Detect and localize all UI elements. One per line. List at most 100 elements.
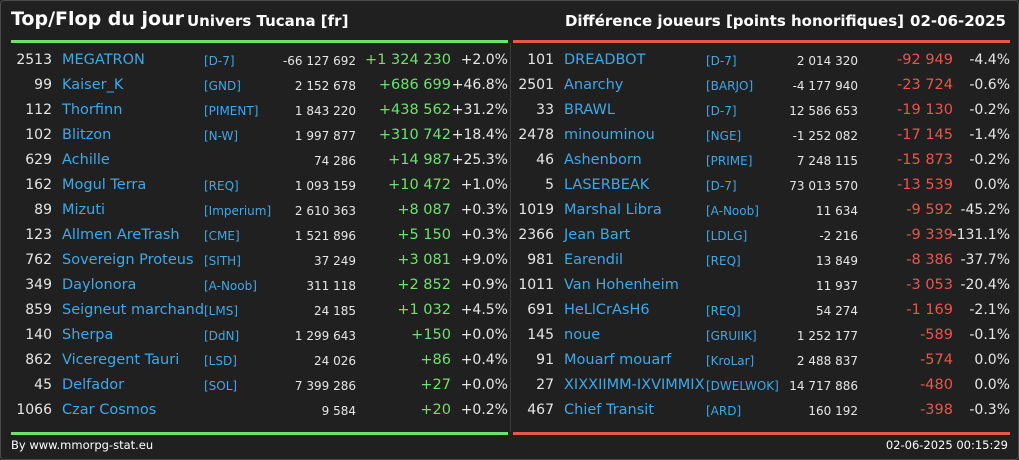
player-points: 7 399 286: [294, 379, 356, 393]
player-name-link[interactable]: Viceregent Tauri: [62, 352, 180, 368]
table-row: 140 Sherpa [DdN] 1 299 643 +150 +0.0%: [11, 323, 508, 348]
table-row: 2366 Jean Bart [LDLG] -2 216 -9 339 -131.1%: [513, 223, 1010, 248]
player-rank: 89: [34, 202, 52, 218]
player-name-link[interactable]: Kaiser_K: [62, 77, 124, 93]
percent-change: -0.2%: [969, 152, 1010, 168]
column-divider: [510, 43, 511, 432]
alliance-tag-link[interactable]: [GND]: [204, 79, 241, 93]
header-date: 02-06-2025: [910, 12, 1006, 30]
player-name-link[interactable]: Blitzon: [62, 127, 112, 143]
player-name-link[interactable]: DREADBOT: [564, 52, 646, 68]
player-points: 2 488 837: [796, 354, 858, 368]
table-row: 981 Earendil [REQ] 13 849 -8 386 -37.7%: [513, 248, 1010, 273]
alliance-tag-link[interactable]: [LMS]: [204, 304, 239, 318]
points-difference: +2 852: [397, 277, 451, 293]
percent-change: +0.0%: [460, 327, 508, 343]
points-difference: +1 324 230: [365, 52, 451, 68]
alliance-tag-link[interactable]: [GRUIIK]: [706, 329, 757, 343]
table-row: 1066 Czar Cosmos 9 584 +20 +0.2%: [11, 398, 508, 423]
alliance-tag-link[interactable]: [BARJO]: [706, 79, 754, 93]
points-difference: +14 987: [388, 152, 451, 168]
percent-change: +1.0%: [460, 177, 508, 193]
player-name-link[interactable]: Jean Bart: [564, 227, 631, 243]
top-accent-bar: [11, 40, 508, 43]
alliance-tag-link[interactable]: [D-7]: [204, 54, 235, 68]
player-name-link[interactable]: Czar Cosmos: [62, 402, 157, 418]
alliance-tag-link[interactable]: [A-Noob]: [706, 204, 759, 218]
player-name-link[interactable]: Achille: [62, 152, 110, 168]
alliance-tag-link[interactable]: [NGE]: [706, 129, 742, 143]
player-rank: 1066: [16, 402, 52, 418]
player-name-link[interactable]: Delfador: [62, 377, 125, 393]
alliance-tag-link[interactable]: [REQ]: [204, 179, 239, 193]
table-row: 162 Mogul Terra [REQ] 1 093 159 +10 472 +1.0%: [11, 173, 508, 198]
alliance-tag-link[interactable]: [LDLG]: [706, 229, 748, 243]
player-rank: 1019: [518, 202, 554, 218]
player-name-link[interactable]: Daylonora: [62, 277, 137, 293]
points-difference: +27: [420, 377, 451, 393]
alliance-tag-link[interactable]: [D-7]: [706, 179, 737, 193]
alliance-tag-link[interactable]: [PIMENT]: [204, 104, 259, 118]
table-row: 123 Allmen AreTrash [CME] 1 521 896 +5 150 +0…: [11, 223, 508, 248]
player-name-link[interactable]: noue: [564, 327, 601, 343]
alliance-tag-link[interactable]: [N-W]: [204, 129, 239, 143]
player-name-link[interactable]: Thorfinn: [62, 102, 123, 118]
alliance-tag-link[interactable]: [PRIME]: [706, 154, 753, 168]
player-rank: 101: [527, 52, 554, 68]
player-points: 14 717 886: [789, 379, 858, 393]
player-points: 1 997 877: [294, 129, 356, 143]
alliance-tag-link[interactable]: [DWELWOK]: [706, 379, 779, 393]
points-difference: +86: [420, 352, 451, 368]
alliance-tag-link[interactable]: [LSD]: [204, 354, 237, 368]
percent-change: -131.1%: [951, 227, 1010, 243]
player-name-link[interactable]: Allmen AreTrash: [62, 227, 180, 243]
table-row: 91 Mouarf mouarf [KroLar] 2 488 837 -574 0.0%: [513, 348, 1010, 373]
points-difference: +5 150: [397, 227, 451, 243]
player-name-link[interactable]: minouminou: [564, 127, 655, 143]
points-difference: -23 724: [897, 77, 953, 93]
player-name-link[interactable]: Sovereign Proteus: [62, 252, 194, 268]
table-row: 45 Delfador [SOL] 7 399 286 +27 +0.0%: [11, 373, 508, 398]
percent-change: 0.0%: [974, 177, 1010, 193]
table-row: 1011 Van Hohenheim 11 937 -3 053 -20.4%: [513, 273, 1010, 298]
table-row: 27 XIXXIIMM-IXVIMMIX [DWELWOK] 14 717 886 -4…: [513, 373, 1010, 398]
player-rank: 2478: [518, 127, 554, 143]
player-points: 160 192: [808, 404, 858, 418]
alliance-tag-link[interactable]: [REQ]: [706, 304, 741, 318]
player-name-link[interactable]: Earendil: [564, 252, 624, 268]
alliance-tag-link[interactable]: [ARD]: [706, 404, 742, 418]
alliance-tag-link[interactable]: [REQ]: [706, 254, 741, 268]
percent-change: +0.2%: [460, 402, 508, 418]
player-name-link[interactable]: Marshal Libra: [564, 202, 662, 218]
alliance-tag-link[interactable]: [A-Noob]: [204, 279, 257, 293]
player-points: 24 185: [314, 304, 356, 318]
table-row: 349 Daylonora [A-Noob] 311 118 +2 852 +0.9%: [11, 273, 508, 298]
alliance-tag-link[interactable]: [D-7]: [706, 104, 737, 118]
player-name-link[interactable]: Seigneut marchand: [62, 302, 205, 318]
alliance-tag-link[interactable]: [KroLar]: [706, 354, 755, 368]
player-name-link[interactable]: Sherpa: [62, 327, 114, 343]
player-name-link[interactable]: Van Hohenheim: [564, 277, 679, 293]
player-name-link[interactable]: HeLlCrAsH6: [564, 302, 650, 318]
player-name-link[interactable]: XIXXIIMM-IXVIMMIX: [564, 377, 705, 393]
player-name-link[interactable]: Chief Transit: [564, 402, 655, 418]
alliance-tag-link[interactable]: [Imperium]: [204, 204, 272, 218]
alliance-tag-link[interactable]: [CME]: [204, 229, 240, 243]
alliance-tag-link[interactable]: [D-7]: [706, 54, 737, 68]
player-name-link[interactable]: Mouarf mouarf: [564, 352, 672, 368]
player-name-link[interactable]: Mizuti: [62, 202, 106, 218]
alliance-tag-link[interactable]: [SOL]: [204, 379, 238, 393]
player-name-link[interactable]: Anarchy: [564, 77, 624, 93]
player-name-link[interactable]: BRAWL: [564, 102, 615, 118]
table-row: 629 Achille 74 286 +14 987 +25.3%: [11, 148, 508, 173]
alliance-tag-link[interactable]: [DdN]: [204, 329, 240, 343]
player-name-link[interactable]: Mogul Terra: [62, 177, 147, 193]
player-name-link[interactable]: MEGATRON: [62, 52, 145, 68]
points-difference: +686 699: [378, 77, 451, 93]
player-name-link[interactable]: Ashenborn: [564, 152, 642, 168]
alliance-tag-link[interactable]: [SITH]: [204, 254, 241, 268]
player-name-link[interactable]: LASERBEAK: [564, 177, 650, 193]
player-points: 311 118: [306, 279, 356, 293]
player-points: 13 849: [816, 254, 858, 268]
percent-change: 0.0%: [974, 352, 1010, 368]
